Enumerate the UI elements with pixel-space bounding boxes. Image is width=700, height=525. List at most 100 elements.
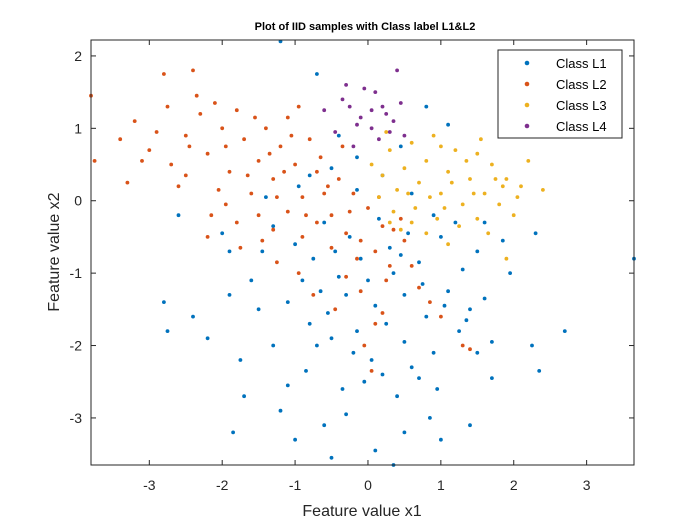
- point-series-1: [439, 235, 443, 239]
- point-series-1: [490, 376, 494, 380]
- point-series-1: [366, 278, 370, 283]
- point-series-3: [409, 220, 414, 225]
- point-series-2: [275, 260, 279, 265]
- point-series-4: [351, 144, 356, 149]
- point-series-3: [457, 224, 461, 229]
- point-series-3: [446, 169, 450, 174]
- point-series-1: [293, 437, 297, 442]
- point-series-2: [198, 112, 203, 116]
- point-series-2: [249, 191, 254, 196]
- point-series-1: [271, 224, 276, 229]
- point-series-1: [402, 293, 407, 297]
- point-series-1: [340, 387, 345, 391]
- point-series-2: [132, 119, 137, 123]
- point-series-1: [205, 336, 210, 341]
- points-layer: [89, 39, 636, 467]
- point-series-4: [369, 108, 374, 113]
- point-series-2: [318, 155, 323, 160]
- y-tick-label: 2: [74, 48, 82, 64]
- point-series-2: [245, 173, 250, 178]
- point-series-1: [176, 213, 181, 218]
- point-series-4: [333, 130, 338, 134]
- y-tick-label: -2: [70, 338, 83, 354]
- point-series-2: [340, 144, 345, 149]
- point-series-3: [541, 188, 545, 192]
- point-series-1: [315, 72, 319, 76]
- point-series-2: [402, 238, 407, 243]
- point-series-2: [296, 271, 301, 275]
- point-series-2: [165, 104, 170, 109]
- point-series-3: [398, 227, 403, 232]
- point-series-4: [373, 90, 378, 94]
- point-series-2: [307, 137, 312, 142]
- point-series-2: [242, 137, 247, 142]
- point-series-2: [234, 108, 239, 113]
- point-series-3: [377, 195, 381, 200]
- x-tick-label: -1: [289, 477, 302, 493]
- point-series-1: [227, 249, 232, 254]
- point-series-2: [271, 177, 276, 181]
- point-series-1: [249, 278, 254, 283]
- point-series-1: [530, 343, 534, 348]
- point-series-3: [453, 148, 458, 153]
- point-series-1: [307, 173, 312, 178]
- point-series-2: [118, 137, 123, 142]
- point-series-2: [238, 245, 243, 250]
- point-series-3: [435, 216, 440, 221]
- point-series-1: [417, 376, 421, 380]
- point-series-1: [424, 104, 429, 109]
- point-series-1: [417, 260, 421, 265]
- point-series-3: [424, 231, 429, 236]
- point-series-3: [369, 162, 374, 167]
- point-series-4: [347, 104, 352, 109]
- point-series-1: [322, 220, 327, 225]
- point-series-2: [326, 184, 330, 189]
- point-series-2: [366, 206, 370, 210]
- point-series-2: [344, 231, 348, 236]
- legend-marker-series-2: [524, 81, 530, 87]
- point-series-3: [446, 242, 450, 247]
- point-series-1: [336, 133, 341, 138]
- point-series-1: [351, 350, 356, 355]
- point-series-2: [329, 245, 334, 250]
- point-series-3: [428, 195, 432, 200]
- point-series-3: [380, 173, 385, 178]
- point-series-1: [446, 289, 450, 294]
- point-series-3: [460, 202, 465, 207]
- point-series-1: [369, 358, 374, 362]
- point-series-1: [162, 300, 166, 304]
- point-series-1: [562, 329, 567, 333]
- point-series-3: [526, 159, 531, 163]
- point-series-2: [355, 256, 359, 261]
- point-series-2: [260, 238, 265, 243]
- legend-marker-series-3: [524, 102, 530, 108]
- point-series-1: [231, 430, 236, 435]
- point-series-1: [336, 274, 341, 279]
- point-series-2: [234, 220, 239, 225]
- point-series-3: [391, 209, 396, 214]
- point-series-2: [205, 151, 210, 156]
- point-series-2: [391, 227, 396, 232]
- point-series-1: [460, 267, 465, 272]
- point-series-1: [537, 369, 542, 373]
- point-series-1: [402, 430, 407, 435]
- point-series-3: [511, 213, 516, 218]
- point-series-1: [533, 231, 538, 236]
- point-series-2: [409, 264, 414, 268]
- point-series-1: [260, 249, 265, 254]
- point-series-1: [296, 184, 301, 189]
- point-series-1: [344, 293, 348, 297]
- point-series-3: [402, 166, 407, 171]
- point-series-1: [358, 256, 363, 261]
- point-series-1: [347, 235, 352, 239]
- point-series-1: [508, 271, 512, 275]
- point-series-1: [442, 303, 447, 308]
- point-series-4: [344, 83, 348, 87]
- point-series-1: [402, 340, 407, 344]
- point-series-1: [373, 303, 378, 308]
- point-series-2: [289, 133, 294, 138]
- point-series-2: [285, 115, 290, 120]
- point-series-2: [256, 213, 261, 218]
- point-series-1: [475, 350, 480, 355]
- point-series-2: [322, 191, 327, 196]
